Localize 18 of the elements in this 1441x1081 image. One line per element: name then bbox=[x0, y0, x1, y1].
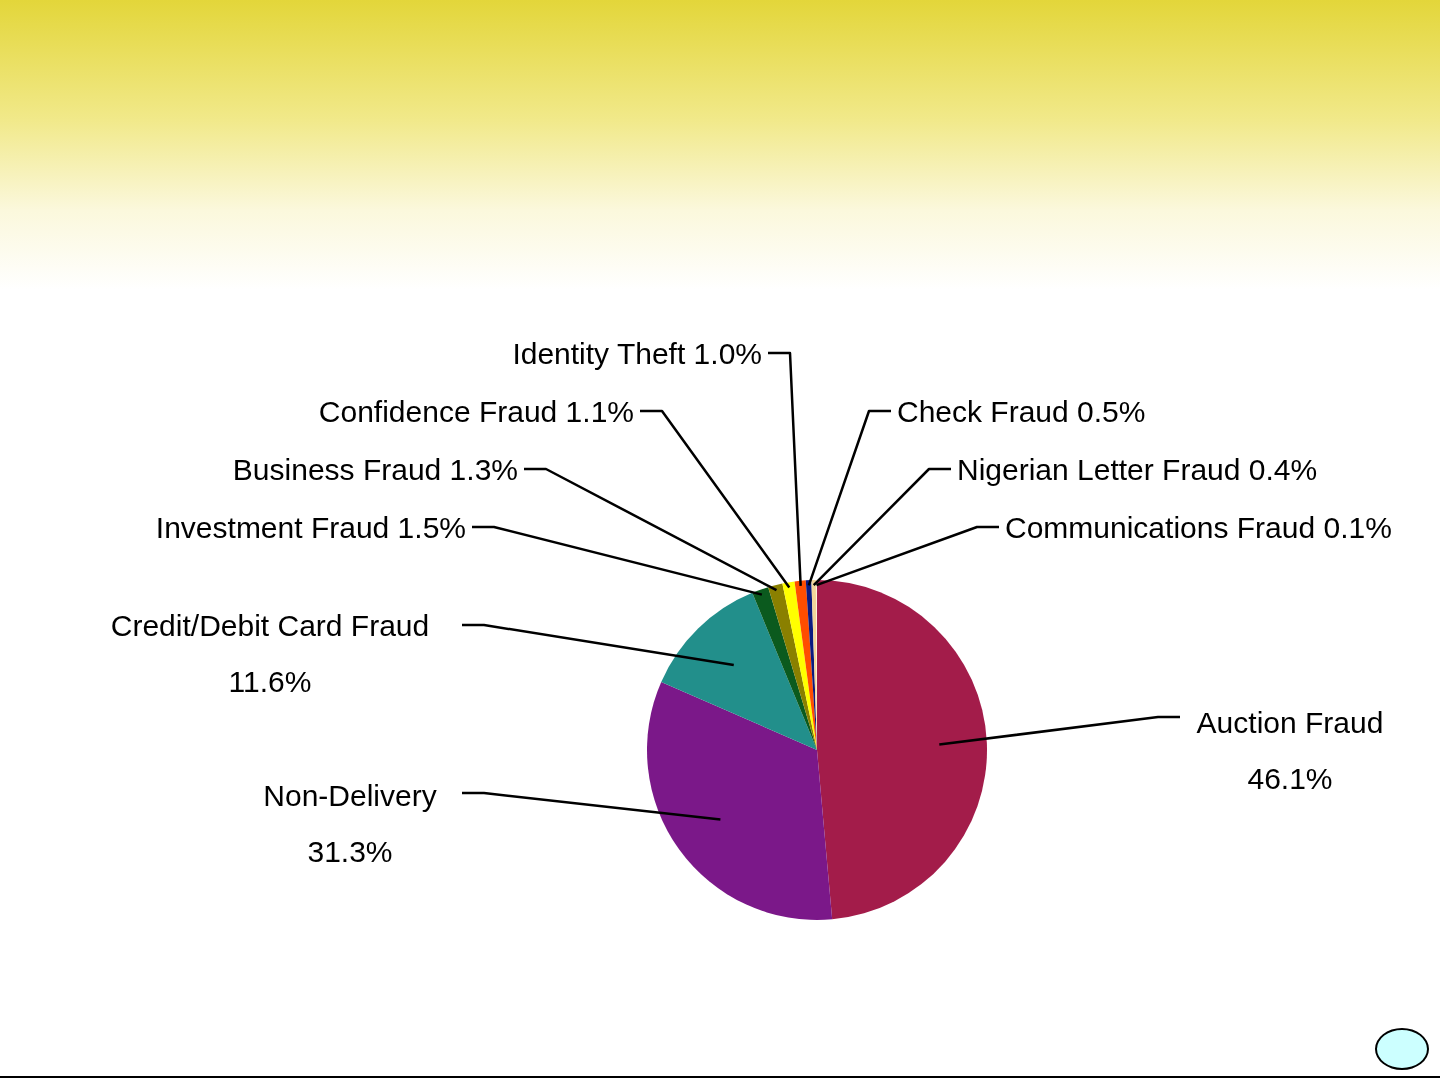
data-label: 31.3% bbox=[307, 834, 393, 868]
slice-label: Credit/Debit Card Fraud bbox=[110, 608, 430, 642]
slice-label: Identity Theft 1.0% bbox=[512, 336, 762, 370]
pie-slice bbox=[661, 592, 817, 750]
pie-slice bbox=[782, 581, 817, 750]
data-label: 46.1% bbox=[1247, 761, 1333, 795]
slice-label: Check Fraud 0.5% bbox=[897, 394, 1146, 428]
pie-slice bbox=[817, 580, 987, 920]
slice-label: Business Fraud 1.3% bbox=[232, 452, 518, 486]
pie-slice bbox=[647, 681, 833, 920]
slice-label: Confidence Fraud 1.1% bbox=[318, 394, 634, 428]
pie-slice bbox=[752, 587, 817, 750]
data-label: 11.6% bbox=[228, 664, 312, 698]
slice-label: Investment Fraud 1.5% bbox=[155, 510, 466, 544]
slice-label: Communications Fraud 0.1% bbox=[1005, 510, 1392, 544]
slice-label: Non-Delivery bbox=[263, 778, 437, 812]
slice-label: Nigerian Letter Fraud 0.4% bbox=[957, 452, 1318, 486]
slice-label: Auction Fraud bbox=[1196, 705, 1384, 739]
